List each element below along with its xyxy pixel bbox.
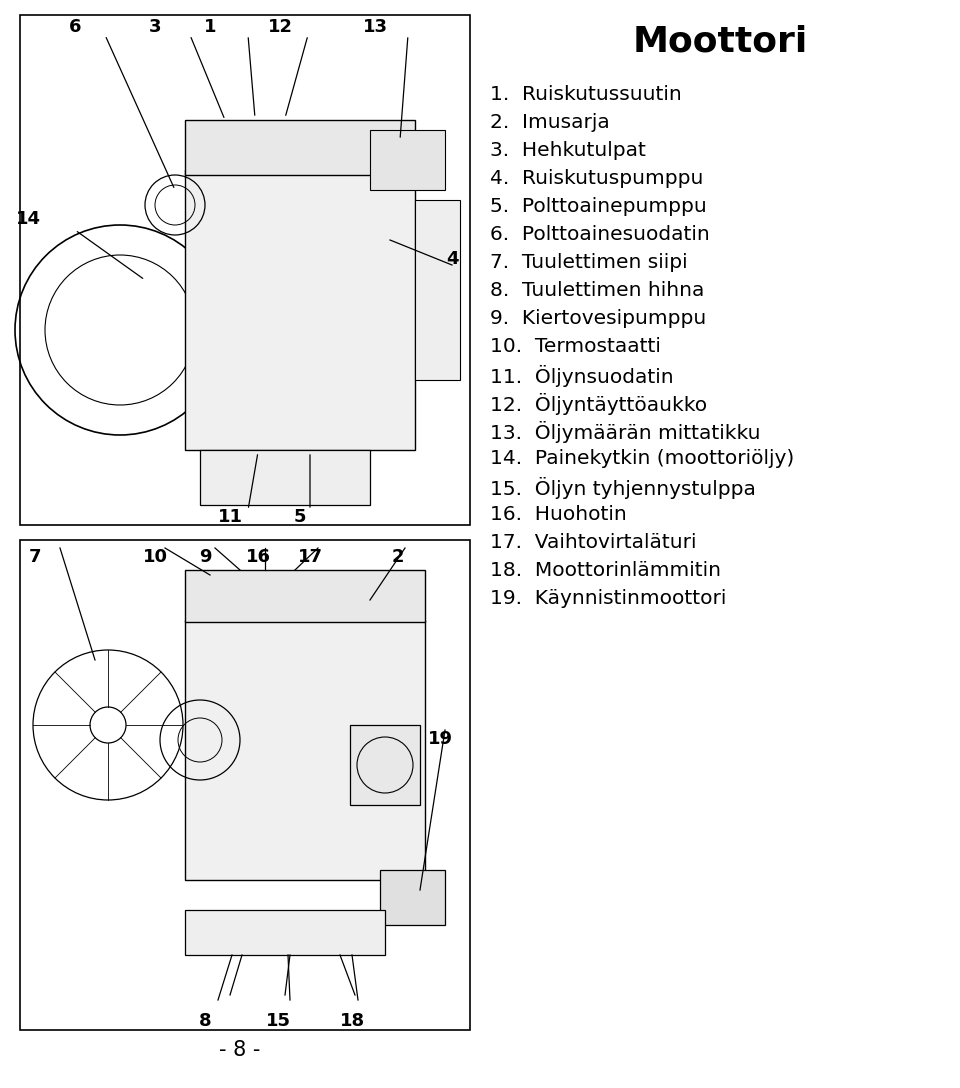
Text: 9.  Kiertovesipumppu: 9. Kiertovesipumppu: [490, 309, 707, 327]
Text: 18: 18: [340, 1012, 365, 1030]
Text: 12: 12: [268, 18, 293, 36]
Text: 10: 10: [142, 548, 167, 566]
Text: 9: 9: [199, 548, 211, 566]
Text: 8.  Tuulettimen hihna: 8. Tuulettimen hihna: [490, 281, 705, 300]
Text: 4.  Ruiskutuspumppu: 4. Ruiskutuspumppu: [490, 169, 704, 188]
Text: 11.  Öljynsuodatin: 11. Öljynsuodatin: [490, 364, 674, 387]
Bar: [20, 540, 470, 1030]
FancyBboxPatch shape: [185, 170, 415, 450]
Text: 2.  Imusarja: 2. Imusarja: [490, 113, 610, 132]
FancyBboxPatch shape: [415, 200, 460, 380]
FancyBboxPatch shape: [185, 620, 425, 880]
Text: 8: 8: [199, 1012, 211, 1030]
FancyBboxPatch shape: [350, 725, 420, 805]
Text: 14: 14: [15, 210, 40, 228]
Text: 5: 5: [294, 508, 306, 526]
FancyBboxPatch shape: [185, 570, 425, 622]
Text: 19: 19: [427, 730, 452, 749]
Text: 2: 2: [392, 548, 404, 566]
Text: 15.  Öljyn tyhjennystulppa: 15. Öljyn tyhjennystulppa: [490, 477, 756, 499]
Text: 17.  Vaihtovirtaläturi: 17. Vaihtovirtaläturi: [490, 533, 697, 552]
Text: 16: 16: [246, 548, 271, 566]
Text: 6.  Polttoainesuodatin: 6. Polttoainesuodatin: [490, 225, 709, 244]
Text: 1.  Ruiskutussuutin: 1. Ruiskutussuutin: [490, 85, 682, 104]
Text: 11: 11: [218, 508, 243, 526]
Text: 15: 15: [266, 1012, 291, 1030]
FancyBboxPatch shape: [200, 450, 370, 505]
Text: 3: 3: [149, 18, 161, 36]
Text: 3.  Hehkutulpat: 3. Hehkutulpat: [490, 141, 646, 160]
Text: 5.  Polttoainepumppu: 5. Polttoainepumppu: [490, 197, 707, 217]
Text: 19.  Käynnistinmoottori: 19. Käynnistinmoottori: [490, 589, 727, 608]
Text: 14.  Painekytkin (moottoriöljy): 14. Painekytkin (moottoriöljy): [490, 449, 794, 468]
FancyBboxPatch shape: [185, 120, 415, 175]
Text: 17: 17: [298, 548, 323, 566]
Text: Moottori: Moottori: [633, 25, 807, 59]
Text: 7.  Tuulettimen siipi: 7. Tuulettimen siipi: [490, 254, 687, 272]
Text: 1: 1: [204, 18, 216, 36]
Text: 13.  Öljymäärän mittatikku: 13. Öljymäärän mittatikku: [490, 421, 760, 443]
Text: - 8 -: - 8 -: [219, 1040, 261, 1060]
FancyBboxPatch shape: [185, 910, 385, 955]
FancyBboxPatch shape: [370, 129, 445, 190]
FancyBboxPatch shape: [380, 870, 445, 925]
Text: 12.  Öljyntäyttöaukko: 12. Öljyntäyttöaukko: [490, 393, 708, 415]
Text: 10.  Termostaatti: 10. Termostaatti: [490, 337, 660, 356]
Bar: [20, 15, 470, 526]
Text: 13: 13: [363, 18, 388, 36]
Text: 4: 4: [445, 250, 458, 268]
Text: 7: 7: [29, 548, 41, 566]
Text: 18.  Moottorinlämmitin: 18. Moottorinlämmitin: [490, 561, 721, 580]
Text: 6: 6: [69, 18, 82, 36]
Text: 16.  Huohotin: 16. Huohotin: [490, 505, 627, 524]
